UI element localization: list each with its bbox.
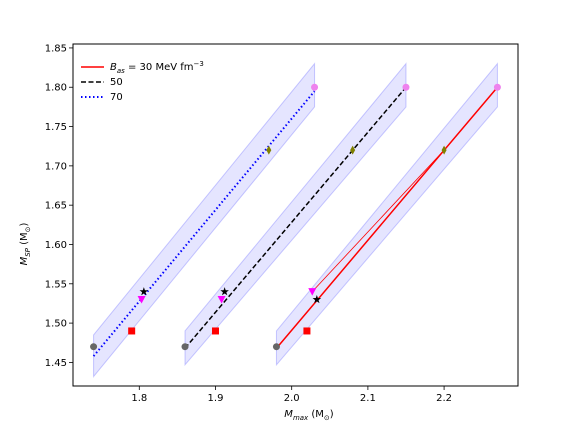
uncertainty-band-1	[184, 62, 407, 367]
y-tick-label-4: 1.65	[45, 201, 67, 212]
y-tick-label-1: 1.50	[45, 319, 67, 330]
marker-star-9	[139, 287, 149, 296]
series-lines	[92, 86, 498, 357]
marker-triangle-down-7	[217, 296, 226, 304]
marker-diamond-14	[441, 145, 447, 155]
x-tick-label-1: 1.9	[208, 393, 224, 404]
marker-diamond-13	[350, 145, 356, 155]
y-tick-label-6: 1.75	[45, 122, 67, 133]
y-tick-label-8: 1.85	[45, 43, 67, 54]
x-tick-label-4: 2.2	[436, 393, 452, 404]
x-tick-label-0: 1.8	[131, 393, 147, 404]
series-line-0	[275, 86, 498, 349]
marker-circle-0	[90, 343, 98, 351]
y-axis-ticks: 1.45 1.50 1.55 1.60 1.65 1.70 1.75 1.80 1.85	[45, 43, 73, 369]
x-axis-ticks: 1.8 1.9 2.0 2.1 2.2	[131, 386, 452, 404]
marker-diamond-12	[266, 145, 272, 155]
y-axis-label: MSP (M⊙)	[19, 223, 32, 266]
legend-label-50: 50	[110, 77, 123, 88]
y-tick-label-3: 1.60	[45, 240, 67, 251]
uncertainty-bands	[93, 62, 498, 378]
marker-star-11	[312, 295, 322, 304]
marker-triangle-down-8	[308, 288, 317, 296]
marker-circle-17	[493, 83, 501, 91]
marker-circle-2	[272, 343, 280, 351]
legend-label-30: Bas = 30 MeV fm−3	[110, 60, 204, 75]
marker-circle-16	[402, 83, 410, 91]
marker-circle-1	[181, 343, 189, 351]
marker-square-4	[211, 327, 219, 335]
marker-square-3	[128, 327, 136, 335]
x-axis-label: Mmax (M⊙)	[284, 409, 334, 422]
y-tick-label-0: 1.45	[45, 358, 67, 369]
legend: Bas = 30 MeV fm−3 50 70	[81, 60, 204, 103]
x-tick-label-3: 2.1	[360, 393, 376, 404]
series-line-2	[92, 90, 316, 357]
axes-frame	[72, 43, 519, 387]
x-tick-label-2: 2.0	[284, 393, 300, 404]
y-tick-label-2: 1.55	[45, 279, 67, 290]
series-line-1	[184, 86, 407, 349]
marker-triangle-down-6	[137, 296, 146, 304]
marker-star-10	[220, 287, 229, 296]
y-tick-label-7: 1.80	[45, 83, 67, 94]
uncertainty-band-0	[275, 62, 498, 367]
marker-square-5	[303, 327, 311, 335]
y-tick-label-5: 1.70	[45, 161, 67, 172]
legend-label-70: 70	[110, 92, 123, 103]
data-markers	[90, 83, 501, 351]
marker-circle-15	[311, 83, 319, 91]
extra-line-0	[311, 149, 445, 292]
plot-area	[90, 62, 501, 378]
